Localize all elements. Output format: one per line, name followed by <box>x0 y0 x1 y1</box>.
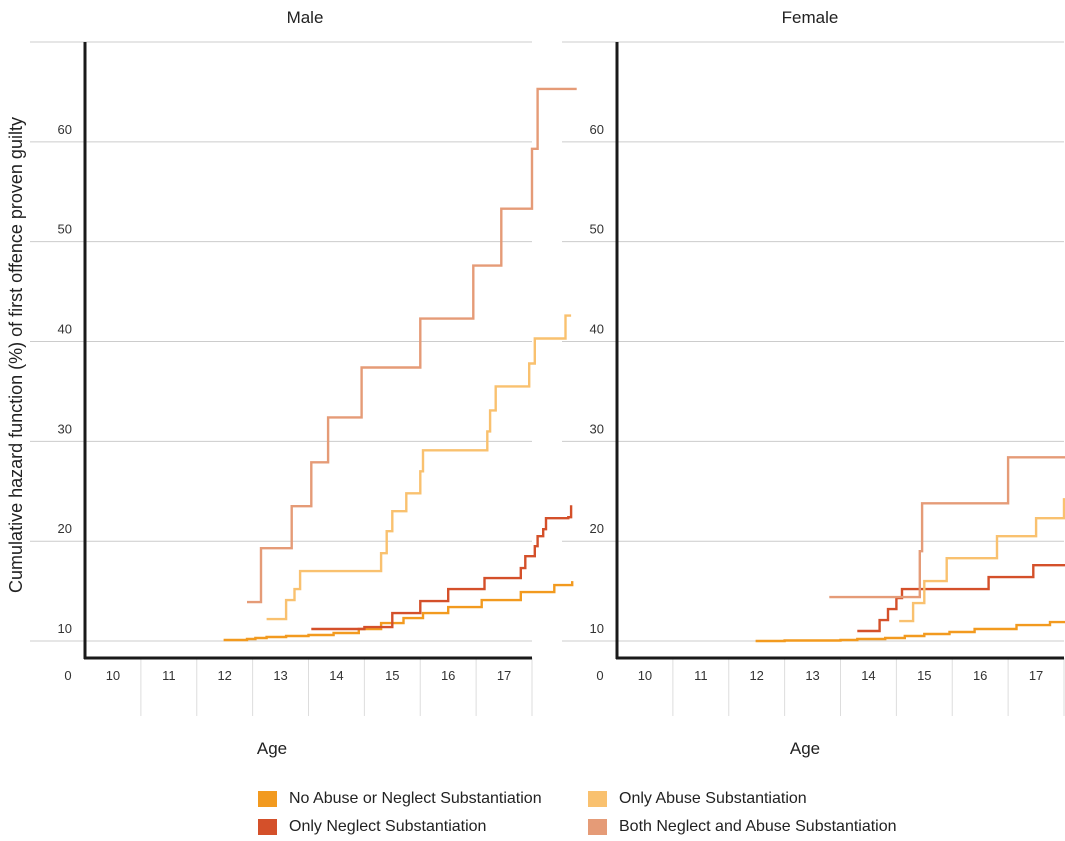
x-axis-label: Age <box>790 739 820 758</box>
x-tick-label: 17 <box>497 668 511 683</box>
panel-title: Female <box>782 8 839 27</box>
y-tick-label: 10 <box>590 621 604 636</box>
x-tick-label: 15 <box>385 668 399 683</box>
x-tick-label: 0 <box>596 668 603 683</box>
x-tick-label: 16 <box>441 668 455 683</box>
legend-swatch <box>588 819 607 835</box>
legend-label: Both Neglect and Abuse Substantiation <box>619 818 897 835</box>
legend-item-no-abuse-or-neglect: No Abuse or Neglect Substantiation <box>258 790 542 808</box>
series-line-both-neglect-and-abuse-substantiation <box>829 456 1065 599</box>
y-tick-label: 50 <box>590 222 604 237</box>
legend-item-only-neglect: Only Neglect Substantiation <box>258 818 486 836</box>
x-tick-label: 12 <box>749 668 763 683</box>
series-line-no-abuse-or-neglect-substantiation <box>755 620 1065 643</box>
x-tick-label: 11 <box>694 668 708 683</box>
chart-panel-female: 10 20 30 40 50 60 0 10 11 12 13 14 15 16 17 Female Age <box>562 8 1065 758</box>
legend-swatch <box>258 791 277 807</box>
legend-item-only-abuse: Only Abuse Substantiation <box>588 790 807 808</box>
x-axis-label: Age <box>257 739 287 758</box>
y-tick-label: 20 <box>590 521 604 536</box>
x-tick-label: 13 <box>273 668 287 683</box>
x-tick-label: 14 <box>861 668 875 683</box>
x-tick-label: 10 <box>106 668 120 683</box>
series-line-only-neglect-substantiation <box>857 564 1065 633</box>
series-line-only-abuse-substantiation <box>899 498 1065 623</box>
series-line-both-neglect-and-abuse-substantiation <box>247 87 577 604</box>
x-tick-label: 14 <box>329 668 343 683</box>
y-axis-label: Cumulative hazard function (%) of first … <box>6 117 26 593</box>
y-tick-label: 60 <box>590 122 604 137</box>
x-tick-label: 12 <box>217 668 231 683</box>
y-tick-label: 30 <box>58 421 72 436</box>
x-tick-label: 0 <box>64 668 71 683</box>
series-line-no-abuse-or-neglect-substantiation <box>223 581 574 642</box>
y-tick-label: 10 <box>58 621 72 636</box>
panel-title: Male <box>287 8 324 27</box>
y-tick-label: 30 <box>590 421 604 436</box>
x-tick-label: 10 <box>638 668 652 683</box>
series-line-only-abuse-substantiation <box>266 314 572 621</box>
chart-panel-male: 10 20 30 40 50 60 0 10 11 12 13 14 15 16 17 Male Age <box>30 8 577 758</box>
x-tick-label: 15 <box>917 668 931 683</box>
x-tick-label: 11 <box>162 668 176 683</box>
y-tick-label: 40 <box>58 322 72 337</box>
legend: No Abuse or Neglect Substantiation Only … <box>258 788 958 836</box>
legend-swatch <box>258 819 277 835</box>
y-tick-label: 40 <box>590 322 604 337</box>
x-tick-label: 17 <box>1029 668 1043 683</box>
x-tick-label: 16 <box>973 668 987 683</box>
legend-label: Only Neglect Substantiation <box>289 818 487 835</box>
series-line-only-neglect-substantiation <box>311 505 573 631</box>
y-tick-label: 50 <box>58 222 72 237</box>
x-tick-label: 13 <box>805 668 819 683</box>
legend-swatch <box>588 791 607 807</box>
legend-label: No Abuse or Neglect Substantiation <box>289 790 542 807</box>
legend-item-both-neglect-and-abuse: Both Neglect and Abuse Substantiation <box>588 818 897 836</box>
y-tick-label: 60 <box>58 122 72 137</box>
legend-label: Only Abuse Substantiation <box>619 790 807 807</box>
y-tick-label: 20 <box>58 521 72 536</box>
